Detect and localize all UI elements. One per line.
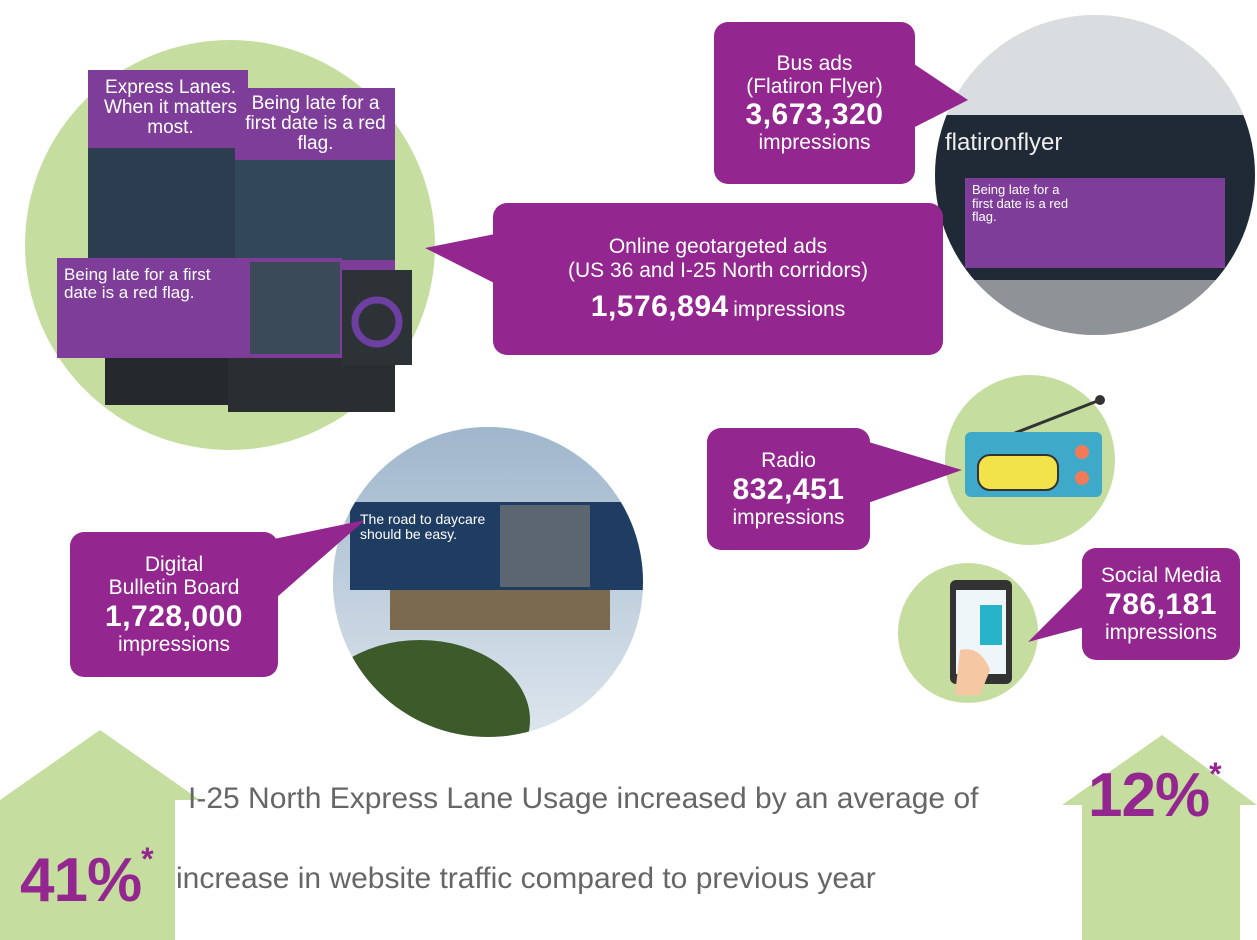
banner-photo: [250, 262, 340, 354]
callout: Online geotargeted ads (US 36 and I-25 N…: [493, 203, 943, 355]
pointer: [1028, 578, 1092, 642]
callout: Digital Bulletin Board 1,728,000 impress…: [70, 532, 278, 677]
ad-text: Being late for a first date is a red fla…: [972, 182, 1069, 225]
note: *: [1209, 756, 1221, 792]
knob: [1075, 445, 1089, 459]
callout: Social Media 786,181 impressions: [1082, 548, 1240, 660]
unit: impressions: [732, 505, 845, 529]
website-value: 41%*: [20, 841, 154, 916]
billboard-photo: [500, 505, 590, 587]
arrow: [1062, 735, 1257, 940]
ad-text: Being late for a first date is a red fla…: [245, 93, 386, 154]
website-text: increase in website traffic compared to …: [176, 862, 876, 895]
structure: [390, 590, 610, 630]
unit: impressions: [733, 297, 846, 321]
value: 3,673,320: [745, 98, 884, 132]
callout-box: [707, 428, 870, 550]
ad-text: flatironflyer: [945, 129, 1063, 156]
ad-text: The road to daycare should be easy.: [360, 511, 486, 542]
label: Online geotargeted ads: [608, 235, 828, 259]
callout: Bus ads (Flatiron Flyer) 3,673,320 impre…: [714, 22, 915, 184]
label: Social Media: [1100, 564, 1222, 588]
road: [935, 280, 1255, 335]
screen-block: [980, 605, 1002, 645]
unit: impressions: [117, 632, 231, 656]
ad-text: Express Lanes. When it matters most.: [103, 77, 238, 138]
dial: [351, 296, 403, 348]
pointer: [862, 440, 962, 505]
callout: Radio 832,451 impressions: [707, 428, 870, 550]
label: Bus ads: [776, 51, 853, 75]
label: Radio: [761, 449, 816, 473]
bus-ad: [965, 178, 1225, 268]
antenna: [1009, 398, 1101, 437]
poster-photo: [235, 160, 395, 260]
label: (Flatiron Flyer): [746, 74, 883, 98]
callout-box: [70, 532, 278, 677]
pointer: [905, 58, 968, 132]
value: 832,451: [732, 472, 845, 506]
note: *: [141, 841, 153, 877]
unit: impressions: [1104, 620, 1218, 644]
knob: [1075, 471, 1089, 485]
poster-photo: [88, 148, 248, 258]
ad-text: Being late for a first date is a red fla…: [64, 265, 211, 302]
hand: [955, 649, 990, 695]
value: 1,576,894: [590, 289, 729, 323]
label: Bulletin Board: [108, 576, 240, 600]
antenna-tip: [1095, 395, 1105, 405]
speaker: [977, 454, 1059, 491]
callout-box: [714, 22, 915, 184]
callout-box: [1082, 548, 1240, 660]
value: 786,181: [1105, 587, 1217, 621]
label: (US 36 and I-25 North corridors): [568, 258, 868, 282]
callout-box: [493, 203, 943, 355]
billboard: [350, 502, 643, 590]
usage-text: I-25 North Express Lane Usage increased …: [188, 782, 979, 815]
value: 41%: [20, 846, 142, 915]
usage-value: 12%*: [1088, 756, 1222, 831]
unit: impressions: [758, 131, 871, 155]
label: Digital: [144, 553, 204, 577]
value: 1,728,000: [105, 599, 243, 633]
pointer: [425, 232, 512, 292]
tree: [333, 640, 530, 737]
arrow: [0, 730, 200, 940]
value: 12%: [1088, 761, 1210, 830]
